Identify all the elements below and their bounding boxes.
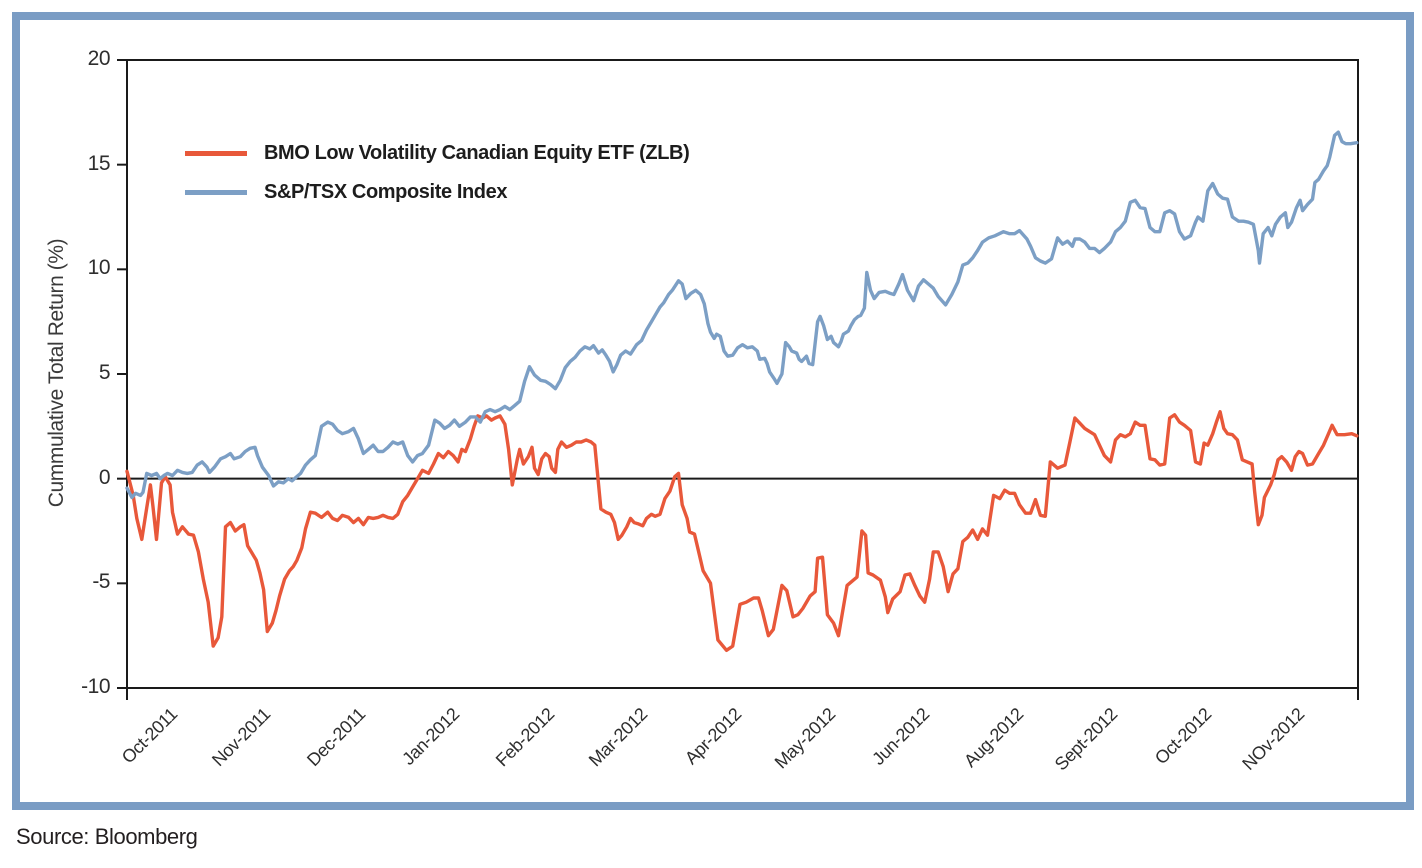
y-tick-label: -5 bbox=[92, 570, 110, 594]
y-tick-label: 10 bbox=[87, 256, 111, 280]
legend: BMO Low Volatility Canadian Equity ETF (… bbox=[185, 140, 690, 218]
y-tick-label: 20 bbox=[87, 47, 111, 70]
legend-label-zlb: BMO Low Volatility Canadian Equity ETF (… bbox=[264, 141, 690, 164]
tsx-line bbox=[125, 130, 1359, 500]
y-tick-label: 0 bbox=[98, 465, 111, 489]
y-tick-label: 15 bbox=[87, 151, 111, 175]
legend-item-tsx: S&P/TSX Composite Index bbox=[185, 179, 689, 205]
zlb-line bbox=[125, 410, 1359, 652]
y-tick-label: 5 bbox=[98, 361, 111, 384]
tsx-line-swatch bbox=[185, 189, 247, 195]
chart-frame bbox=[12, 12, 1414, 810]
legend-item-zlb: BMO Low Volatility Canadian Equity ETF (… bbox=[185, 140, 690, 166]
source-attribution: Source: Bloomberg bbox=[16, 824, 198, 849]
y-tick-label: -10 bbox=[81, 675, 110, 698]
zlb-line-swatch bbox=[185, 150, 247, 156]
legend-label-tsx: S&P/TSX Composite Index bbox=[264, 180, 508, 203]
